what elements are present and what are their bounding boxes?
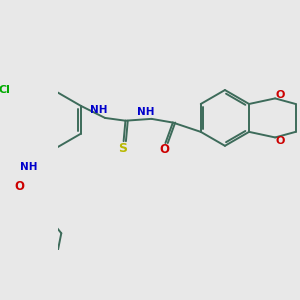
Text: NH: NH bbox=[90, 106, 107, 116]
Text: NH: NH bbox=[137, 107, 155, 117]
Text: O: O bbox=[275, 136, 284, 146]
Text: O: O bbox=[14, 180, 24, 193]
Text: Cl: Cl bbox=[0, 85, 11, 95]
Text: S: S bbox=[118, 142, 127, 155]
Text: NH: NH bbox=[20, 162, 37, 172]
Text: O: O bbox=[275, 90, 284, 100]
Text: O: O bbox=[160, 143, 170, 156]
